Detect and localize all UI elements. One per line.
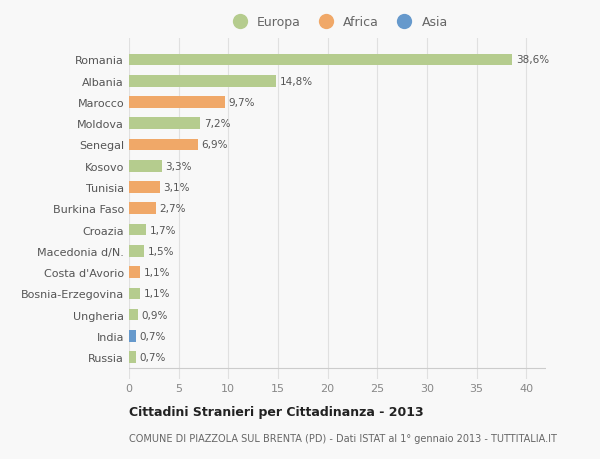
Bar — [129, 140, 197, 151]
Bar — [129, 224, 146, 236]
Text: 1,1%: 1,1% — [143, 289, 170, 299]
Text: 0,7%: 0,7% — [139, 331, 166, 341]
Bar — [129, 288, 140, 300]
Text: 38,6%: 38,6% — [516, 55, 549, 65]
Bar — [129, 267, 140, 278]
Text: 0,9%: 0,9% — [142, 310, 168, 320]
Text: 1,1%: 1,1% — [143, 268, 170, 278]
Text: 1,5%: 1,5% — [148, 246, 174, 256]
Text: COMUNE DI PIAZZOLA SUL BRENTA (PD) - Dati ISTAT al 1° gennaio 2013 - TUTTITALIA.: COMUNE DI PIAZZOLA SUL BRENTA (PD) - Dat… — [129, 433, 557, 442]
Text: 3,3%: 3,3% — [165, 162, 192, 171]
Bar — [129, 76, 276, 87]
Bar — [129, 55, 512, 66]
Text: 3,1%: 3,1% — [163, 183, 190, 193]
Text: 0,7%: 0,7% — [139, 353, 166, 363]
Text: 9,7%: 9,7% — [229, 98, 255, 108]
Text: 14,8%: 14,8% — [280, 77, 313, 86]
Bar — [129, 203, 156, 215]
Text: 7,2%: 7,2% — [204, 119, 230, 129]
Text: 2,7%: 2,7% — [159, 204, 186, 214]
Legend: Europa, Africa, Asia: Europa, Africa, Asia — [227, 17, 448, 29]
Bar — [129, 352, 136, 363]
Bar — [129, 118, 200, 130]
Bar — [129, 161, 162, 172]
Text: 1,7%: 1,7% — [149, 225, 176, 235]
Text: Cittadini Stranieri per Cittadinanza - 2013: Cittadini Stranieri per Cittadinanza - 2… — [129, 405, 424, 419]
Bar — [129, 182, 160, 193]
Bar — [129, 330, 136, 342]
Text: 6,9%: 6,9% — [201, 140, 227, 150]
Bar — [129, 97, 226, 109]
Bar — [129, 309, 138, 321]
Bar — [129, 246, 144, 257]
